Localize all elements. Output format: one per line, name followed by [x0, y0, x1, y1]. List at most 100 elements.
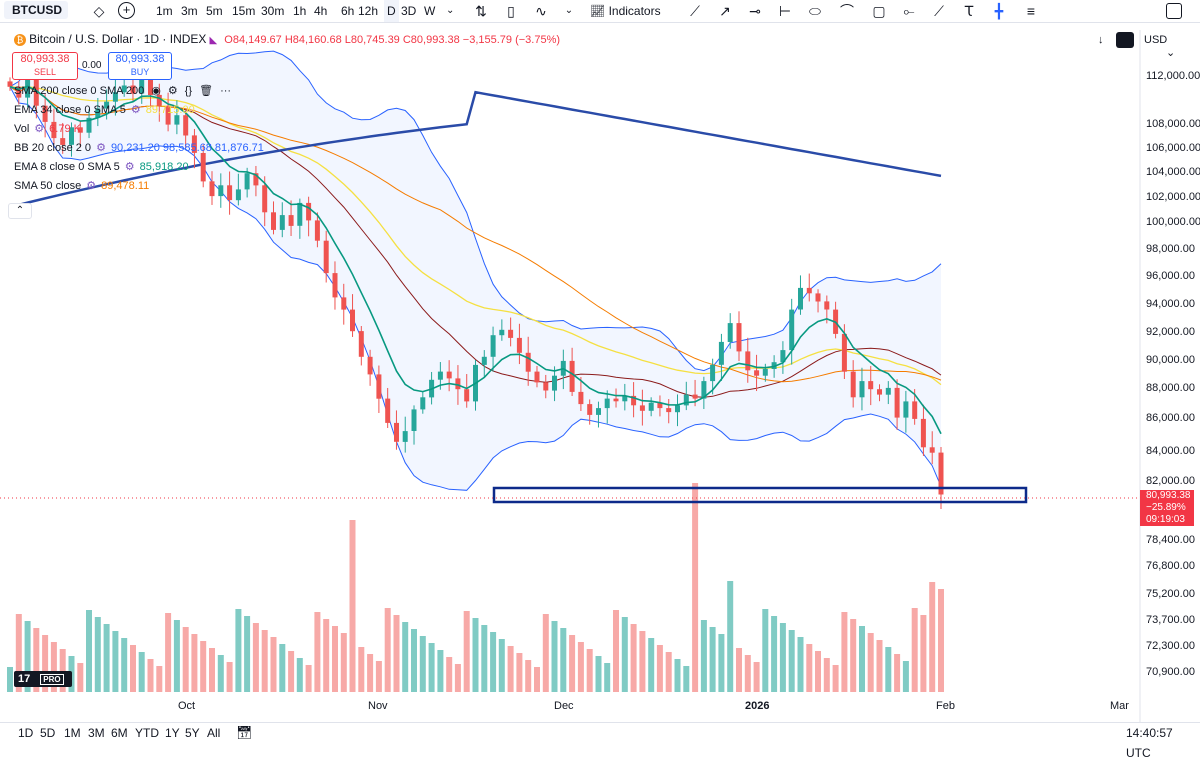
indicator-name: BB 20 close 2 0 [14, 142, 92, 154]
volume-bar [876, 640, 883, 692]
horizontal-ray-icon[interactable]: ⊸ [749, 3, 761, 19]
collapse-legend-icon[interactable]: ⌃ [8, 203, 32, 219]
volume-bar [718, 634, 725, 692]
candle-body [209, 181, 215, 197]
candle-body [516, 337, 522, 353]
trash-icon[interactable]: 🗑︎ [199, 85, 214, 97]
interval-4h[interactable]: 4h [314, 4, 328, 18]
price-label: 88,000.00 [1146, 382, 1195, 394]
horizontal-line-icon[interactable]: ⟜ [903, 3, 915, 19]
price-label: 90,000.00 [1146, 354, 1195, 366]
interval-d[interactable]: D [384, 0, 399, 22]
line-chart-icon[interactable]: ∿ [535, 3, 547, 19]
candles-icon[interactable]: ▯ [507, 3, 515, 19]
price-label: 100,000.00 [1146, 216, 1200, 228]
interval-30m[interactable]: 30m [261, 4, 285, 18]
currency-select[interactable]: USD ⌄ [1144, 34, 1200, 59]
volume-bar [727, 581, 734, 692]
interval-chevron-icon[interactable]: ⌄ [446, 5, 455, 16]
indicator-settings-icon[interactable]: ⚙ [34, 123, 45, 135]
text-tool-icon[interactable]: Ꚍ [964, 3, 974, 19]
indicator-row[interactable]: Vol ⚙ 6.79 K [14, 120, 264, 139]
volume-bar [235, 609, 242, 692]
indicator-settings-icon[interactable]: ⚙ [124, 161, 135, 173]
sma50-line [9, 86, 942, 383]
sell-button[interactable]: 80,993.38 SELL [12, 52, 78, 80]
more-icon[interactable]: ··· [220, 85, 232, 97]
indicator-settings-icon[interactable]: ⚙ [96, 142, 106, 154]
price-axis[interactable]: 112,000.00 108,000.00 106,000.00 104,000.00… [1140, 0, 1200, 722]
range-ytd[interactable]: YTD [135, 726, 159, 740]
range-1m[interactable]: 1M [64, 726, 81, 740]
candle-body [227, 185, 233, 201]
price-label: 94,000.00 [1146, 298, 1195, 310]
candle-body [165, 105, 171, 125]
indicator-row[interactable]: BB 20 close 2 0 ⚙ 90,231.20 98,585.68 81,8… [14, 139, 264, 158]
settings-icon[interactable]: ⚙ [167, 85, 178, 97]
candle-body [596, 408, 601, 415]
interval-12h[interactable]: 12h [358, 4, 379, 18]
indicators-button[interactable]: 📈︎ Indicators [590, 0, 661, 22]
range-1y[interactable]: 1Y [165, 726, 180, 740]
interval-w[interactable]: W [424, 4, 436, 18]
candle-body [262, 185, 268, 213]
chart-type-icon[interactable]: ⇅ [475, 3, 487, 19]
range-5d[interactable]: 5D [40, 726, 56, 740]
symbol-search-button[interactable]: BTCUSD [4, 1, 68, 19]
interval-1m[interactable]: 1m [156, 4, 173, 18]
indicator-row[interactable]: SMA 50 close ⚙ 89,478.11 [14, 177, 264, 196]
trend-line-icon[interactable]: ⟋ [934, 3, 944, 19]
range-all[interactable]: All [207, 726, 221, 740]
volume-bar [15, 614, 22, 692]
add-compare-icon[interactable]: + [118, 2, 135, 19]
chevron-down-icon[interactable]: ⌄ [564, 5, 574, 16]
date-range-icon[interactable]: ⊢ [778, 3, 792, 19]
rectangle-icon[interactable]: ▢ [872, 3, 886, 19]
indicator-settings-icon[interactable]: ⚙ [86, 180, 97, 192]
menu-icon[interactable]: ≡ [1026, 3, 1036, 19]
range-3m[interactable]: 3M [88, 726, 105, 740]
interval-1h[interactable]: 1h [293, 4, 307, 18]
interval-6h[interactable]: 6h [341, 4, 355, 18]
volume-bar [753, 662, 760, 692]
range-6m[interactable]: 6M [111, 726, 128, 740]
auto-scale-icon[interactable] [1116, 32, 1134, 48]
ray-icon[interactable]: ↗ [719, 3, 731, 19]
utc-clock[interactable]: 14:40:57 UTC [1126, 726, 1173, 760]
indicators-label: Indicators [608, 4, 661, 18]
chart-canvas[interactable] [0, 30, 1200, 722]
eye-icon[interactable]: ◉ [151, 85, 161, 97]
volume-bar [209, 648, 215, 692]
indicator-row[interactable]: SMA 200 close 0 SMA 200 ◉ ⚙ {} 🗑︎ ··· [14, 82, 264, 101]
candle-body [859, 381, 865, 398]
range-1d[interactable]: 1D [18, 726, 34, 740]
buy-button[interactable]: 80,993.38 BUY [108, 52, 172, 80]
layout-icon[interactable] [1166, 3, 1182, 19]
indicator-value: 6.79 K [49, 123, 81, 135]
candle-body [7, 81, 13, 87]
indicator-row[interactable]: EMA 34 close 0 SMA 5 ⚙ 89,715.00 [14, 101, 264, 120]
interval-5m[interactable]: 5m [206, 4, 223, 18]
tradingview-logo: 17 PRO [14, 671, 72, 687]
curve-icon[interactable]: ⌒ [840, 3, 854, 19]
range-5y[interactable]: 5Y [185, 726, 200, 740]
indicator-row[interactable]: EMA 8 close 0 SMA 5 ⚙ 85,918.20 [14, 158, 264, 177]
volume-bar [481, 625, 488, 692]
arrow-down-icon[interactable]: ↓ [1098, 34, 1104, 46]
volume-bar [534, 667, 540, 692]
volume-bar [270, 637, 277, 692]
interval-3d[interactable]: 3D [401, 4, 417, 18]
calendar-icon[interactable]: 📅︎ [236, 725, 253, 740]
time-axis[interactable]: Oct Nov Dec 2026 Feb Mar [0, 698, 1140, 718]
interval-15m[interactable]: 15m [232, 4, 256, 18]
ellipse-icon[interactable]: ⬭ [809, 3, 821, 19]
diamond-icon[interactable]: ◇ [93, 3, 105, 19]
source-code-icon[interactable]: {} [184, 85, 193, 97]
crosshair-icon[interactable]: ╋ [994, 3, 1004, 19]
volume-bar [929, 582, 936, 692]
trend-angle-icon[interactable]: ⟋ [690, 3, 700, 19]
indicator-settings-icon[interactable]: ⚙ [130, 104, 141, 116]
candle-body [16, 86, 22, 98]
volume-bar [411, 629, 417, 692]
interval-3m[interactable]: 3m [181, 4, 198, 18]
